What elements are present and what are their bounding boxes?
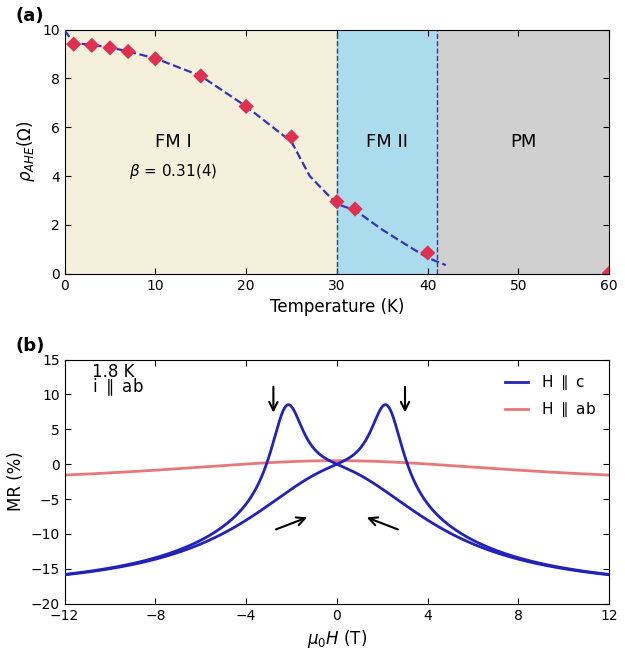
- Point: [286, 131, 296, 142]
- Point: [151, 54, 161, 64]
- Text: $\beta$ = 0.31(4): $\beta$ = 0.31(4): [129, 162, 218, 181]
- Text: FM I: FM I: [155, 133, 192, 150]
- Point: [332, 196, 342, 207]
- Point: [196, 71, 206, 81]
- Bar: [337, 30, 437, 274]
- Y-axis label: MR (%): MR (%): [7, 452, 25, 511]
- X-axis label: Temperature (K): Temperature (K): [270, 298, 404, 316]
- Text: i $\parallel$ ab: i $\parallel$ ab: [92, 376, 144, 398]
- Text: 1.8 K: 1.8 K: [92, 363, 134, 381]
- Bar: [64, 30, 337, 274]
- Point: [69, 39, 79, 49]
- X-axis label: $\mu_0H$ (T): $\mu_0H$ (T): [307, 628, 367, 650]
- Point: [350, 204, 360, 214]
- Y-axis label: $\rho_{AHE}$($\Omega$): $\rho_{AHE}$($\Omega$): [14, 121, 37, 182]
- Point: [241, 101, 251, 112]
- Point: [105, 43, 115, 53]
- Bar: [437, 30, 609, 274]
- Point: [422, 248, 432, 258]
- Point: [87, 40, 97, 51]
- Point: [604, 268, 614, 279]
- Legend: H $\parallel$ c, H $\parallel$ ab: H $\parallel$ c, H $\parallel$ ab: [499, 367, 602, 425]
- Text: PM: PM: [510, 133, 536, 150]
- Text: (a): (a): [16, 7, 44, 25]
- Text: (b): (b): [16, 336, 45, 355]
- Text: FM II: FM II: [366, 133, 408, 150]
- Point: [123, 46, 133, 57]
